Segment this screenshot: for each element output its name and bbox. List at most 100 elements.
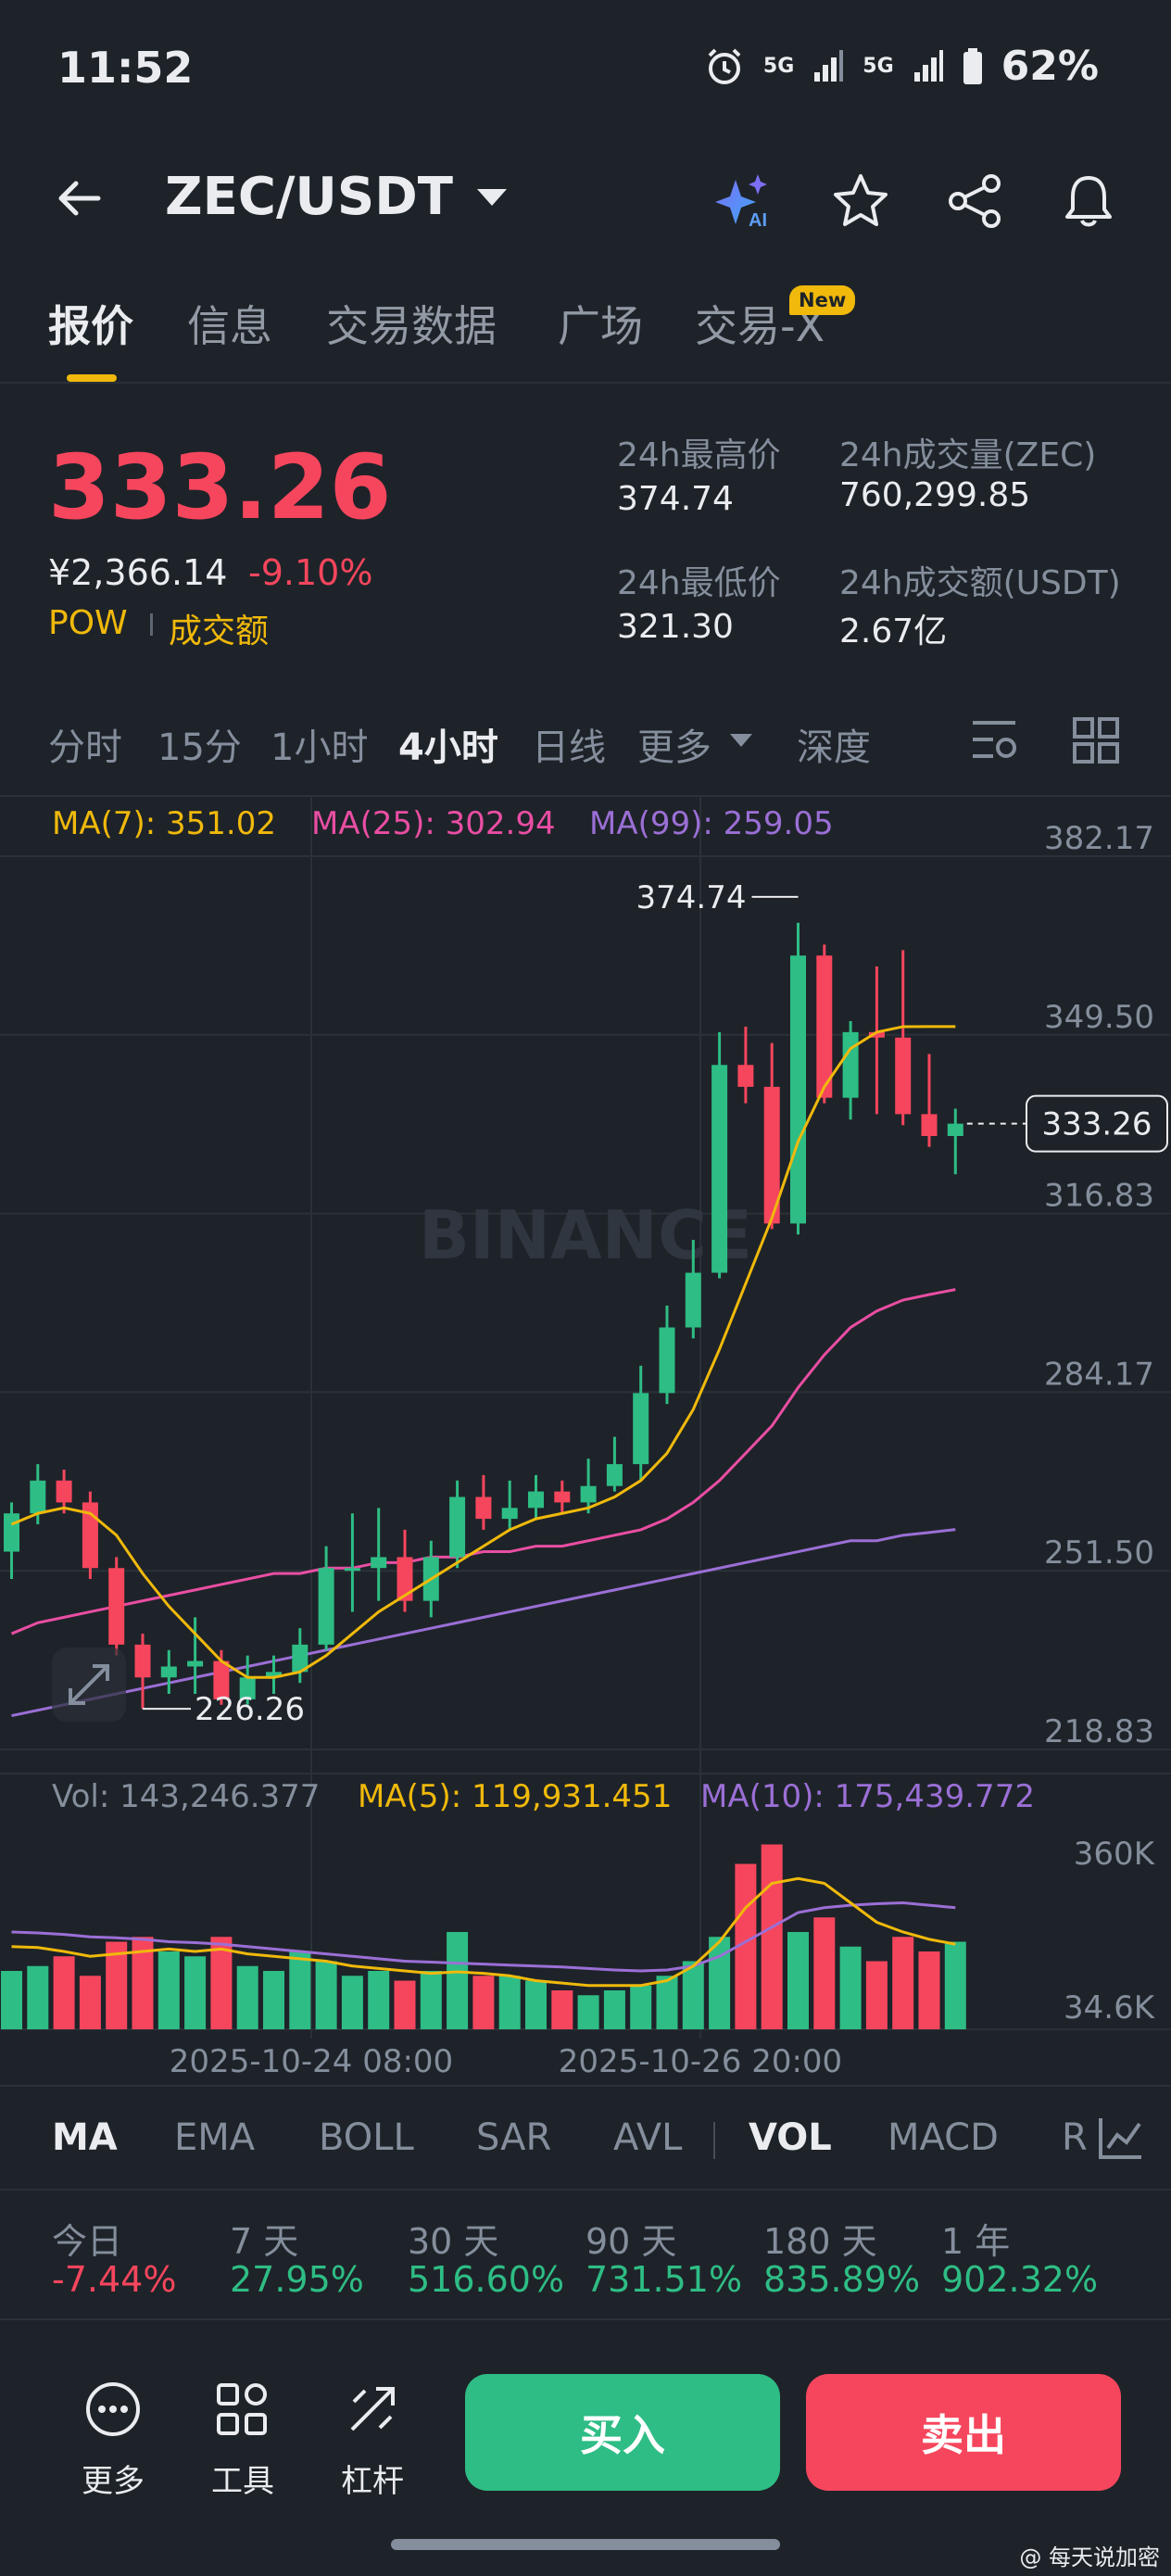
more-dots-icon — [86, 2382, 140, 2436]
leverage-label: 杠杆 — [341, 2463, 404, 2500]
volume-bar — [839, 1946, 862, 2029]
perf-value-180d: 835.89% — [763, 2259, 921, 2300]
candle-body — [921, 1114, 938, 1136]
turnover-label: 24h成交额(USDT) — [839, 564, 1121, 602]
volume-bar — [27, 1965, 49, 2029]
volume-bar — [1, 1971, 22, 2029]
share-icon[interactable] — [945, 170, 1006, 232]
candle-body — [134, 1644, 151, 1678]
turnover-value: 2.67亿 — [839, 612, 948, 650]
volume-bar — [184, 1956, 207, 2029]
volume-bar — [420, 1971, 442, 2029]
ma-legend-1: MA(25): 302.94 — [311, 805, 556, 842]
battery-level: 62% — [1001, 43, 1099, 90]
more-button[interactable]: 更多 — [67, 2380, 159, 2501]
volume-bar — [315, 1961, 337, 2029]
interval-1d[interactable]: 日线 — [532, 726, 606, 769]
volume-bar — [53, 1956, 75, 2029]
indicator-r[interactable]: R — [1062, 2116, 1088, 2159]
indicator-vol[interactable]: VOL — [749, 2116, 832, 2159]
candle-body — [816, 955, 833, 1098]
candle-body — [56, 1480, 72, 1503]
tools-button[interactable]: 工具 — [196, 2380, 289, 2501]
volume-bar — [447, 1932, 469, 2029]
perf-label-180d: 180 天 — [763, 2221, 877, 2262]
vol-tick-label: 34.6K — [1064, 1989, 1156, 2027]
volume-bar — [368, 1971, 390, 2029]
indicator-macd[interactable]: MACD — [888, 2116, 999, 2159]
vol-legend-2: MA(10): 175,439.772 — [700, 1778, 1035, 1815]
candle-body — [633, 1393, 649, 1465]
interval-1h[interactable]: 1小时 — [271, 726, 369, 769]
leverage-button[interactable]: 杠杆 — [326, 2380, 419, 2501]
tag-turnover[interactable]: 成交额 — [169, 612, 270, 650]
volume-bar — [682, 1961, 704, 2029]
back-arrow-icon[interactable] — [52, 170, 107, 226]
low-value: 321.30 — [617, 608, 734, 646]
tab-info[interactable]: 信息 — [187, 301, 272, 351]
divider — [0, 2189, 1171, 2191]
cny-price: ¥2,366.14 — [48, 552, 228, 593]
candle-body — [108, 1568, 125, 1645]
volume-bar — [630, 1985, 652, 2029]
vol-ma5-line — [11, 1876, 956, 1988]
candle-body — [554, 1491, 571, 1503]
buy-button[interactable]: 买入 — [465, 2374, 780, 2491]
candle-body — [318, 1568, 334, 1645]
pair-selector[interactable]: ZEC/USDT — [165, 167, 507, 227]
indicator-boll[interactable]: BOLL — [319, 2116, 414, 2159]
volume-bar — [918, 1951, 940, 2029]
indicator-avl[interactable]: AVL — [613, 2116, 683, 2159]
candle-body — [4, 1513, 19, 1552]
volume-bar — [498, 1976, 521, 2029]
current-price-label: 333.26 — [1042, 1106, 1152, 1143]
candle-body — [501, 1508, 518, 1520]
interval-more[interactable]: 更多 — [637, 726, 711, 769]
tab-quote[interactable]: 报价 — [48, 301, 133, 351]
status-time: 11:52 — [57, 43, 194, 93]
home-indicator[interactable] — [391, 2539, 780, 2550]
tab-trading-data[interactable]: 交易数据 — [326, 301, 497, 351]
vol-legend-1: MA(5): 119,931.451 — [358, 1778, 672, 1815]
tools-grid-icon — [217, 2383, 267, 2435]
perf-value-90d: 731.51% — [586, 2259, 743, 2300]
status-indicators: 5G 5G 62% — [704, 43, 1099, 90]
y-tick-label: 349.50 — [1044, 999, 1154, 1036]
candlestick-chart[interactable]: 382.17 349.50 316.83 284.17 251.50 218.83 BINA… — [0, 797, 1171, 2085]
ma99-line — [11, 1528, 956, 1718]
interval-4h[interactable]: 4小时 — [398, 726, 498, 769]
ai-sparkle-icon[interactable]: AI — [713, 170, 774, 232]
interval-15m[interactable]: 15分 — [157, 726, 242, 769]
tag-pow[interactable]: POW — [48, 604, 128, 642]
sell-button[interactable]: 卖出 — [806, 2374, 1121, 2491]
low-marker-label: 226.26 — [195, 1691, 305, 1728]
indicator-ema[interactable]: EMA — [174, 2116, 256, 2159]
volume-bar — [709, 1937, 731, 2029]
low-label: 24h最低价 — [617, 564, 781, 602]
tab-square[interactable]: 广场 — [558, 301, 643, 351]
indicator-settings-icon[interactable] — [1097, 2115, 1145, 2161]
price-change: -9.10% — [248, 552, 373, 593]
indicator-ma[interactable]: MA — [52, 2116, 118, 2159]
candle-body — [868, 1031, 885, 1038]
indicator-sar[interactable]: SAR — [476, 2116, 552, 2159]
candle-body — [371, 1557, 387, 1569]
last-price: 333.26 — [48, 436, 392, 539]
ma-legend-2: MA(99): 259.05 — [589, 805, 834, 842]
y-tick-label: 284.17 — [1044, 1356, 1154, 1393]
volume-bar — [525, 1980, 547, 2029]
volume-bar — [263, 1971, 284, 2029]
chart-settings-icon[interactable] — [969, 717, 1019, 764]
candle-body — [397, 1557, 413, 1601]
interval-time[interactable]: 分时 — [48, 726, 122, 769]
star-icon[interactable] — [830, 170, 891, 232]
bell-icon[interactable] — [1058, 170, 1119, 232]
pair-title: ZEC/USDT — [165, 167, 453, 227]
candle-body — [737, 1065, 754, 1087]
layout-grid-icon[interactable] — [1073, 717, 1119, 764]
candle-body — [475, 1496, 492, 1520]
tag-separator — [150, 613, 153, 636]
candle-body — [344, 1568, 360, 1572]
current-price-tag — [1026, 1094, 1168, 1153]
depth-tab[interactable]: 深度 — [797, 726, 871, 769]
